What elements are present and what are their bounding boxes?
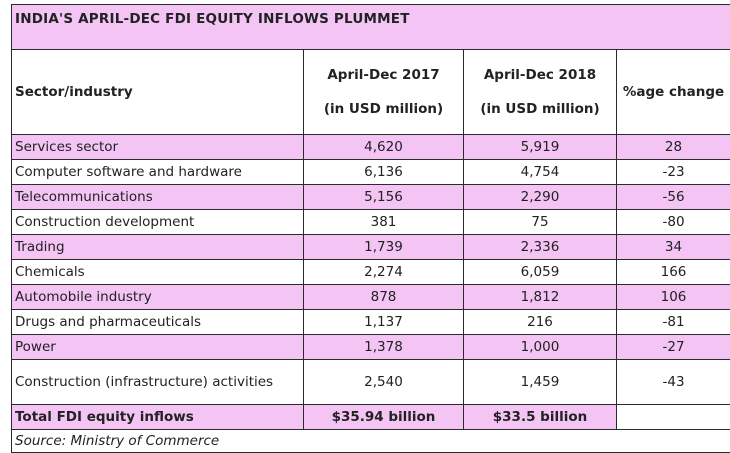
total-row: Total FDI equity inflows $35.94 billion … bbox=[12, 405, 730, 430]
col-header-2017-unit: (in USD million) bbox=[307, 101, 460, 117]
row-change: -27 bbox=[617, 335, 730, 360]
row-sector: Telecommunications bbox=[12, 185, 304, 210]
row-sector: Construction development bbox=[12, 210, 304, 235]
table-row: Computer software and hardware 6,136 4,7… bbox=[12, 160, 730, 185]
total-value-2017: $35.94 billion bbox=[304, 405, 464, 430]
col-header-2018: April-Dec 2018 (in USD million) bbox=[464, 50, 617, 135]
row-change: -81 bbox=[617, 310, 730, 335]
row-value-2017: 1,378 bbox=[304, 335, 464, 360]
row-value-2017: 1,739 bbox=[304, 235, 464, 260]
row-value-2018: 1,459 bbox=[464, 360, 617, 405]
col-header-2018-period: April-Dec 2018 bbox=[467, 67, 613, 83]
row-change: 34 bbox=[617, 235, 730, 260]
table-row: Automobile industry 878 1,812 106 bbox=[12, 285, 730, 310]
row-change: -80 bbox=[617, 210, 730, 235]
row-value-2018: 1,812 bbox=[464, 285, 617, 310]
header-row: Sector/industry April-Dec 2017 (in USD m… bbox=[12, 50, 730, 135]
row-value-2018: 2,336 bbox=[464, 235, 617, 260]
row-change: 28 bbox=[617, 135, 730, 160]
total-change-empty bbox=[617, 405, 730, 430]
row-value-2017: 5,156 bbox=[304, 185, 464, 210]
col-header-2018-unit: (in USD million) bbox=[467, 101, 613, 117]
table-row: Drugs and pharmaceuticals 1,137 216 -81 bbox=[12, 310, 730, 335]
row-change: -56 bbox=[617, 185, 730, 210]
row-value-2017: 381 bbox=[304, 210, 464, 235]
row-value-2018: 5,919 bbox=[464, 135, 617, 160]
row-change: 166 bbox=[617, 260, 730, 285]
total-label: Total FDI equity inflows bbox=[12, 405, 304, 430]
row-change: -43 bbox=[617, 360, 730, 405]
row-sector: Chemicals bbox=[12, 260, 304, 285]
row-sector: Automobile industry bbox=[12, 285, 304, 310]
row-value-2018: 1,000 bbox=[464, 335, 617, 360]
row-sector: Services sector bbox=[12, 135, 304, 160]
row-value-2017: 878 bbox=[304, 285, 464, 310]
row-sector: Trading bbox=[12, 235, 304, 260]
total-value-2018: $33.5 billion bbox=[464, 405, 617, 430]
table-row: Power 1,378 1,000 -27 bbox=[12, 335, 730, 360]
col-header-change: %age change bbox=[617, 50, 730, 135]
row-change: -23 bbox=[617, 160, 730, 185]
source-note: Source: Ministry of Commerce bbox=[12, 430, 730, 453]
row-sector: Power bbox=[12, 335, 304, 360]
row-value-2017: 2,540 bbox=[304, 360, 464, 405]
col-header-sector: Sector/industry bbox=[12, 50, 304, 135]
row-sector: Drugs and pharmaceuticals bbox=[12, 310, 304, 335]
col-header-2017-period: April-Dec 2017 bbox=[307, 67, 460, 83]
row-value-2017: 1,137 bbox=[304, 310, 464, 335]
row-value-2017: 4,620 bbox=[304, 135, 464, 160]
row-value-2018: 6,059 bbox=[464, 260, 617, 285]
col-header-2017: April-Dec 2017 (in USD million) bbox=[304, 50, 464, 135]
row-change: 106 bbox=[617, 285, 730, 310]
row-sector: Construction (infrastructure) activities bbox=[12, 360, 304, 405]
table-row: Services sector 4,620 5,919 28 bbox=[12, 135, 730, 160]
fdi-table: INDIA'S APRIL-DEC FDI EQUITY INFLOWS PLU… bbox=[11, 4, 730, 453]
table-row: Construction development 381 75 -80 bbox=[12, 210, 730, 235]
row-value-2017: 6,136 bbox=[304, 160, 464, 185]
table-row: Telecommunications 5,156 2,290 -56 bbox=[12, 185, 730, 210]
source-row: Source: Ministry of Commerce bbox=[12, 430, 730, 453]
table-title: INDIA'S APRIL-DEC FDI EQUITY INFLOWS PLU… bbox=[12, 5, 730, 50]
row-value-2017: 2,274 bbox=[304, 260, 464, 285]
row-value-2018: 4,754 bbox=[464, 160, 617, 185]
row-value-2018: 216 bbox=[464, 310, 617, 335]
table-row: Construction (infrastructure) activities… bbox=[12, 360, 730, 405]
table-row: Chemicals 2,274 6,059 166 bbox=[12, 260, 730, 285]
row-sector: Computer software and hardware bbox=[12, 160, 304, 185]
row-value-2018: 2,290 bbox=[464, 185, 617, 210]
row-value-2018: 75 bbox=[464, 210, 617, 235]
table-row: Trading 1,739 2,336 34 bbox=[12, 235, 730, 260]
